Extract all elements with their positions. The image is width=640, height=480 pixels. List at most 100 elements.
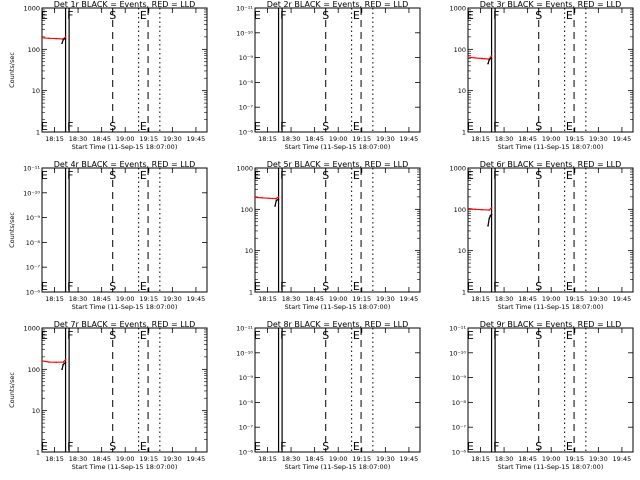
y-tick-label: 10 (32, 407, 40, 415)
series-point (277, 196, 280, 198)
x-tick-label: 19:00 (116, 135, 135, 143)
marker-bottom-f: F (493, 440, 499, 453)
marker-top-e: E (41, 9, 48, 22)
x-tick-label: 19:30 (163, 295, 182, 303)
series-point (490, 54, 493, 57)
y-tick-label: 10⁻⁸ (452, 399, 467, 407)
x-tick-label: 18:45 (92, 135, 111, 143)
y-axis-label: Counts/sec (8, 372, 16, 408)
series-point (48, 37, 50, 40)
x-tick-label: 19:45 (400, 135, 419, 143)
series-point (275, 197, 278, 200)
marker-top-f: F (493, 9, 499, 22)
y-tick-label: 1000 (236, 165, 253, 173)
series-point (488, 217, 491, 220)
series-point (61, 42, 63, 45)
series-point (62, 39, 65, 41)
marker-bottom-e: E (254, 440, 261, 453)
x-tick-label: 18:45 (305, 295, 324, 303)
x-tick-label: 19:00 (329, 135, 348, 143)
series-line-1 (254, 196, 279, 200)
x-tick-label: 19:00 (116, 295, 135, 303)
series-point (55, 361, 57, 364)
series-point (490, 206, 493, 209)
x-tick-label: 19:30 (376, 295, 395, 303)
x-tick-label: 18:45 (305, 135, 324, 143)
series-point (489, 57, 492, 60)
series-point (481, 57, 483, 60)
marker-bottom-e: E (254, 280, 261, 293)
marker-bottom-e: E (41, 280, 48, 293)
series-point (489, 214, 492, 217)
x-tick-label: 18:45 (518, 455, 537, 463)
marker-bottom-f: F (280, 120, 286, 133)
y-tick-label: 10⁻⁸ (239, 79, 254, 87)
series-line-1 (41, 359, 66, 363)
y-tick-label: 1 (36, 129, 40, 137)
x-tick-label: 18:15 (45, 295, 64, 303)
x-tick-label: 18:30 (69, 455, 88, 463)
marker-bottom-s: S (109, 440, 116, 453)
x-tick-label: 19:15 (352, 455, 371, 463)
plot-frame (467, 167, 634, 293)
y-tick-label: 10⁻⁹ (26, 214, 41, 222)
y-tick-label: 10 (245, 247, 253, 255)
x-tick-label: 19:45 (613, 295, 632, 303)
marker-top-s: S (535, 169, 542, 182)
x-tick-label: 19:45 (187, 295, 206, 303)
series-point (41, 37, 43, 39)
y-tick-label: 1 (249, 289, 253, 297)
x-tick-label: 18:15 (471, 135, 490, 143)
x-axis-label: Start Time (11-Sep-15 18:07:00) (72, 463, 178, 471)
x-tick-label: 19:00 (329, 295, 348, 303)
series-point (62, 361, 65, 363)
y-tick-label: 10⁻⁶ (239, 449, 254, 457)
marker-top-e: E (353, 169, 360, 182)
marker-top-e: E (254, 169, 261, 182)
series-line-1 (41, 36, 66, 40)
panel-title: Det 1r BLACK = Events, RED = LLD (54, 0, 196, 9)
plot-frame (41, 167, 208, 293)
marker-top-f: F (67, 329, 73, 342)
marker-top-s: S (109, 169, 116, 182)
x-tick-label: 19:30 (163, 455, 182, 463)
x-tick-label: 18:45 (518, 135, 537, 143)
series-point (62, 363, 65, 366)
x-tick-label: 19:15 (139, 455, 158, 463)
marker-bottom-f: F (67, 120, 73, 133)
y-tick-label: 10⁻⁹ (452, 374, 467, 382)
series-line-2 (487, 214, 493, 226)
plot-frame (467, 7, 634, 133)
series-point (474, 57, 476, 59)
x-tick-label: 18:15 (45, 135, 64, 143)
plot-frame (467, 327, 634, 453)
marker-top-f: F (67, 9, 73, 22)
y-tick-label: 1000 (449, 165, 466, 173)
x-tick-label: 18:15 (45, 455, 64, 463)
x-tick-label: 19:00 (542, 295, 561, 303)
x-tick-label: 18:45 (518, 295, 537, 303)
panel-title: Det 2r BLACK = Events, RED = LLD (267, 0, 409, 9)
panel-det-1: Det 1r BLACK = Events, RED = LLD 1 10 100 10… (8, 0, 208, 151)
y-tick-label: 10⁻⁷ (452, 424, 467, 432)
x-tick-label: 18:30 (69, 295, 88, 303)
marker-bottom-e: E (566, 120, 573, 133)
marker-top-s: S (109, 9, 116, 22)
x-tick-label: 19:30 (589, 455, 608, 463)
marker-bottom-s: S (322, 280, 329, 293)
series-point (488, 59, 491, 61)
plot-frame (41, 7, 208, 133)
marker-top-e: E (467, 169, 474, 182)
y-tick-label: 10⁻¹⁰ (236, 29, 253, 37)
y-tick-label: 10 (32, 87, 40, 95)
marker-top-e: E (353, 9, 360, 22)
series-point (481, 208, 483, 211)
y-tick-label: 10⁻⁶ (452, 449, 467, 457)
marker-top-f: F (280, 169, 286, 182)
y-tick-label: 1 (36, 449, 40, 457)
plot-frame (254, 167, 421, 293)
x-tick-label: 19:30 (589, 295, 608, 303)
plot-frame (254, 7, 421, 133)
panel-title: Det 5r BLACK = Events, RED = LLD (267, 160, 409, 169)
marker-bottom-e: E (467, 280, 474, 293)
